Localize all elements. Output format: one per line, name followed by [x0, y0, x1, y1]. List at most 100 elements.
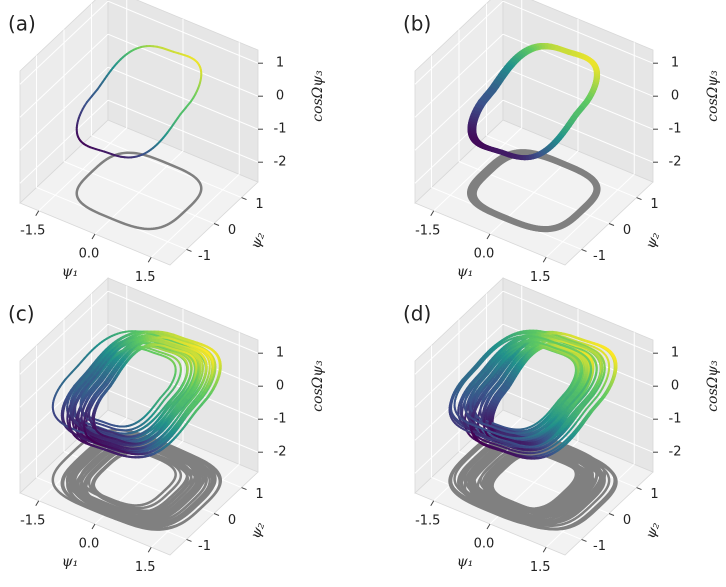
trajectory	[108, 443, 123, 450]
z-axis-label: cosΩψ₃	[705, 70, 721, 122]
tick-mark	[608, 513, 615, 516]
z-axis-label: cosΩψ₃	[310, 70, 326, 122]
y-tick-label: 1	[650, 197, 658, 212]
subplot: -1.5 0.0 1.5 -1 0 1 -2 -1 0 1 (b) ψ₁ ψ₂ cosΩψ₃	[403, 0, 721, 285]
trajectory	[93, 378, 101, 388]
z-tick-label: 1	[276, 56, 284, 71]
tick-mark	[241, 487, 247, 491]
tick-mark	[430, 210, 435, 217]
z-tick-label: -1	[669, 412, 682, 427]
trajectory	[91, 88, 99, 97]
trajectory	[70, 364, 80, 374]
x-tick-label: 0.0	[474, 247, 495, 262]
grid-line	[107, 356, 259, 420]
trajectory	[171, 396, 178, 405]
y-tick-label: 0	[623, 223, 631, 238]
trajectory	[88, 374, 96, 382]
trajectory	[110, 442, 124, 449]
z-tick-label: -2	[274, 155, 287, 170]
tick-mark	[542, 256, 547, 263]
trajectory-shadow	[470, 150, 600, 232]
trajectory	[79, 376, 86, 385]
trajectory	[190, 392, 198, 401]
grid-line	[19, 323, 109, 408]
x-tick-label: 1.5	[530, 270, 551, 285]
y-tick-label: -1	[593, 249, 606, 264]
x-axis-label: ψ₁	[62, 264, 79, 280]
trajectory-shadow	[79, 445, 183, 510]
grid-line	[414, 99, 504, 184]
tick-mark	[486, 523, 491, 530]
grid-line	[19, 66, 109, 151]
trajectory-shadow	[80, 444, 202, 520]
tick-mark	[486, 233, 491, 240]
trajectory	[174, 394, 181, 403]
x-axis-label: ψ₁	[457, 264, 474, 280]
tick-mark	[147, 256, 152, 263]
trajectory	[100, 429, 113, 436]
y-axis-label: ψ₂	[248, 520, 269, 541]
trajectory	[172, 333, 188, 341]
z-tick-label: 0	[276, 89, 284, 104]
trajectory-shadow	[75, 151, 203, 231]
trajectory	[73, 377, 82, 387]
grid-line	[107, 290, 259, 354]
y-axis-label: ψ₂	[248, 230, 269, 251]
z-tick-label: 1	[276, 346, 284, 361]
trajectory	[574, 106, 585, 117]
trajectory	[83, 379, 91, 388]
trajectory	[144, 348, 156, 355]
x-tick-label: 0.0	[79, 247, 100, 262]
y-tick-label: 0	[228, 513, 236, 528]
x-tick-label: -1.5	[415, 513, 440, 528]
y-tick-label: -1	[198, 539, 211, 554]
trajectory	[64, 371, 73, 381]
panel-label: (c)	[8, 302, 35, 326]
grid-line	[502, 0, 654, 64]
tick-mark	[91, 523, 96, 530]
trajectory	[166, 340, 180, 347]
trajectory	[201, 396, 210, 406]
grid-line	[91, 135, 242, 199]
z-tick-label: -1	[274, 412, 287, 427]
trajectory	[95, 380, 104, 389]
grid-line	[414, 66, 504, 151]
tick-mark	[186, 248, 192, 252]
y-tick-label: 0	[623, 513, 631, 528]
z-tick-label: -1	[669, 122, 682, 137]
y-tick-label: 0	[228, 223, 236, 238]
tick-mark	[608, 223, 615, 226]
tick-mark	[35, 500, 40, 507]
trajectory	[161, 47, 175, 53]
grid-line	[107, 33, 259, 97]
z-tick-label: -2	[669, 155, 682, 170]
grid-line	[107, 0, 259, 64]
tick-mark	[581, 248, 587, 252]
y-tick-label: -1	[198, 249, 211, 264]
grid-line	[19, 0, 109, 85]
trajectory	[74, 378, 83, 388]
trajectory	[158, 392, 165, 400]
trajectory-shadow	[82, 444, 215, 526]
z-tick-label: 0	[671, 379, 679, 394]
x-axis-label: ψ₁	[62, 554, 79, 570]
grid-line	[63, 161, 215, 224]
tick-mark	[430, 500, 435, 507]
grid-line	[502, 99, 654, 163]
tick-mark	[35, 210, 40, 217]
z-axis-label: cosΩψ₃	[310, 360, 326, 412]
grid-line	[107, 66, 259, 130]
tick-mark	[542, 546, 547, 553]
trajectory	[79, 370, 88, 380]
y-axis-label: ψ₂	[643, 230, 664, 251]
z-tick-label: 1	[671, 56, 679, 71]
z-tick-label: 0	[276, 379, 284, 394]
grid-line	[502, 33, 654, 97]
panel-label: (b)	[403, 12, 431, 36]
trajectory	[179, 106, 187, 115]
z-tick-label: 0	[671, 89, 679, 104]
trajectory	[175, 391, 183, 399]
tick-mark	[147, 546, 152, 553]
